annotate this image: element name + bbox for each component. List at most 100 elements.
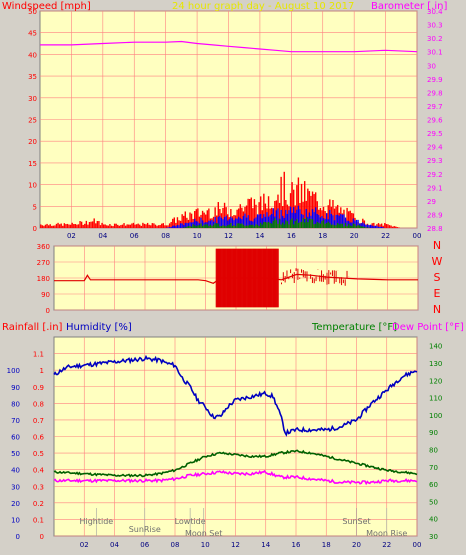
hour-tick-label: 02: [67, 232, 76, 240]
hour-tick-label: 10: [193, 232, 202, 240]
hour-tick-label: 20: [350, 232, 359, 240]
rainfall-tick-label: 0: [40, 533, 44, 541]
humidity-tick-label: 10: [11, 516, 20, 524]
event-label: SunSet: [342, 517, 370, 526]
event-label: Moon Rise: [366, 529, 407, 538]
hour-tick-label: 10: [201, 541, 210, 549]
wind-pressure-grid: [40, 10, 418, 229]
hour-tick-label: 08: [161, 232, 170, 240]
humidity-tick-label: 30: [11, 483, 20, 491]
compass-label: N: [433, 303, 441, 316]
barometer-tick-label: 29.2: [427, 171, 443, 179]
barometer-tick-label: 28.8: [427, 225, 443, 233]
event-label: SunRise: [129, 525, 161, 534]
compass-label: E: [434, 287, 441, 300]
hour-axis-bottom: 02 04 06 08 10 12 14 16 18 20 22 00: [80, 541, 422, 549]
temperature-tick-label: 100: [429, 412, 442, 420]
hour-tick-label: 20: [352, 541, 361, 549]
temperature-tick-label: 70: [429, 464, 438, 472]
temperature-tick-label: 90: [429, 429, 438, 437]
humidity-tick-label: 40: [11, 467, 20, 475]
hour-tick-label: 12: [224, 232, 233, 240]
event-label: Lowtide: [175, 517, 206, 526]
rainfall-tick-label: 1.1: [33, 351, 44, 359]
wind-direction-axis: 0 90 180 270 360: [37, 243, 50, 315]
hour-tick-label: 00: [413, 541, 422, 549]
barometer-tick-label: 29.4: [427, 144, 443, 152]
rainfall-tick-label: 1: [40, 367, 44, 375]
barometer-tick-label: 30.4: [427, 8, 443, 16]
event-label: Moon Set: [185, 529, 222, 538]
barometer-tick-label: 29.5: [427, 130, 443, 138]
wind-pressure-series: [40, 40, 418, 228]
astronomy-events: Hightide SunRise Lowtide Moon Set SunSet Moon…: [79, 508, 407, 538]
windspeed-tick-label: 20: [28, 138, 37, 146]
windspeed-tick-label: 15: [28, 160, 37, 168]
hour-tick-label: 14: [261, 541, 270, 549]
humidity-tick-label: 0: [16, 533, 20, 541]
barometer-axis-label: Barometer [.in]: [371, 1, 447, 12]
hour-tick-label: 04: [98, 232, 107, 240]
direction-tick-label: 0: [46, 307, 50, 315]
dewpoint-line: [53, 469, 418, 486]
rainfall-tick-label: 0.2: [33, 500, 44, 508]
rainfall-tick-label: 0.9: [33, 384, 44, 392]
windspeed-tick-label: 30: [28, 95, 37, 103]
barometer-tick-label: 29.6: [427, 117, 443, 125]
hour-tick-label: 08: [171, 541, 180, 549]
temperature-tick-label: 40: [429, 516, 438, 524]
humidity-tick-label: 50: [11, 450, 20, 458]
hour-tick-label: 16: [287, 232, 296, 240]
temperature-tick-label: 50: [429, 498, 438, 506]
barometer-tick-label: 29.9: [427, 76, 443, 84]
humidity-tick-label: 80: [11, 400, 20, 408]
temperature-tick-label: 80: [429, 446, 438, 454]
wind-direction-series: [54, 248, 418, 308]
windspeed-tick-label: 45: [28, 30, 37, 38]
humidity-tick-label: 60: [11, 434, 20, 442]
windspeed-tick-label: 5: [33, 203, 37, 211]
direction-tick-label: 360: [37, 243, 50, 251]
hour-tick-label: 06: [130, 232, 139, 240]
hour-tick-label: 22: [382, 541, 391, 549]
rainfall-tick-label: 0.5: [33, 450, 44, 458]
hour-tick-label: 00: [413, 232, 422, 240]
rainfall-axis: 0 0.1 0.2 0.3 0.4 0.5 0.6 0.7 0.8 0.9 1 1.1: [33, 351, 45, 541]
temperature-line: [53, 449, 418, 478]
temperature-axis: 30 40 50 60 70 80 90 100 110 120 130 140: [429, 343, 442, 541]
compass-label: W: [432, 255, 443, 268]
hour-tick-label: 16: [292, 541, 301, 549]
barometer-line: [40, 40, 418, 53]
compass-label: S: [434, 271, 441, 284]
humidity-tick-label: 20: [11, 500, 20, 508]
direction-tick-label: 270: [37, 259, 50, 267]
rainfall-tick-label: 0.8: [33, 400, 44, 408]
hour-tick-label: 18: [322, 541, 331, 549]
windspeed-tick-label: 50: [28, 8, 37, 16]
humidity-axis-label: Humidity [%]: [66, 322, 132, 333]
hour-tick-label: 12: [231, 541, 240, 549]
rainfall-tick-label: 0.1: [33, 516, 44, 524]
rainfall-axis-label: Rainfall [.in]: [2, 322, 63, 333]
temperature-tick-label: 30: [429, 533, 438, 541]
hour-tick-label: 06: [140, 541, 149, 549]
direction-tick-label: 180: [37, 275, 50, 283]
compass-label: N: [433, 239, 441, 252]
windspeed-axis: 0 5 10 15 20 25 30 35 40 45 50: [28, 8, 37, 233]
windspeed-tick-label: 0: [33, 225, 37, 233]
hour-tick-label: 18: [318, 232, 327, 240]
hour-tick-label: 04: [110, 541, 119, 549]
barometer-tick-label: 29.8: [427, 89, 443, 97]
humidity-tick-label: 70: [11, 417, 20, 425]
humidity-tick-label: 100: [7, 367, 20, 375]
rainfall-tick-label: 0.6: [33, 434, 45, 442]
rainfall-tick-label: 0.3: [33, 483, 44, 491]
barometer-tick-label: 30.1: [427, 49, 443, 57]
barometer-tick-label: 30.3: [427, 22, 443, 30]
temperature-tick-label: 110: [429, 395, 442, 403]
barometer-tick-label: 29.3: [427, 157, 443, 165]
barometer-axis: 28.8 28.9 29 29.1 29.2 29.3 29.4 29.5 29.6 29.7 29…: [427, 8, 443, 233]
temperature-tick-label: 60: [429, 481, 438, 489]
